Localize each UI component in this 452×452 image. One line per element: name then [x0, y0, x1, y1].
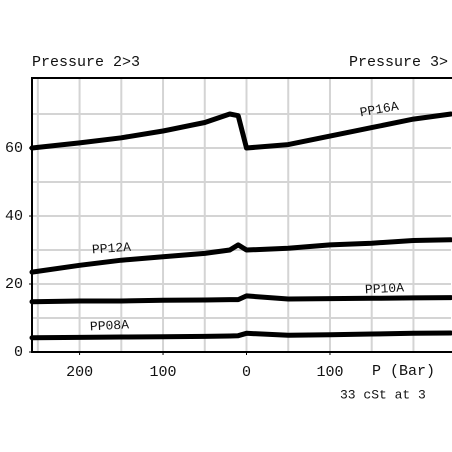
- y-tick-label: 20: [5, 276, 23, 293]
- y-tick-label: 0: [14, 344, 23, 361]
- series-label: PP08A: [90, 317, 130, 334]
- plot-frame: [31, 77, 452, 353]
- series-label: PP16A: [359, 99, 400, 121]
- x-tick-label: 100: [150, 364, 177, 381]
- x-tick-label: 200: [66, 364, 93, 381]
- series-line: [29, 111, 452, 151]
- left-label: Pressure 2>3: [32, 54, 140, 71]
- note: 33 cSt at 3: [340, 387, 426, 402]
- x-axis-label: P (Bar): [372, 363, 435, 380]
- y-tick-label: 40: [5, 208, 23, 225]
- series-label: PP10A: [365, 280, 405, 297]
- series-label: PP12A: [91, 240, 131, 258]
- y-tick-label: 60: [5, 140, 23, 157]
- series-line: [29, 330, 452, 341]
- series-line: [29, 293, 452, 305]
- x-tick-label: 0: [242, 364, 251, 381]
- series-line: [29, 237, 452, 275]
- right-label: Pressure 3>: [349, 54, 448, 71]
- x-tick-label: 100: [316, 364, 343, 381]
